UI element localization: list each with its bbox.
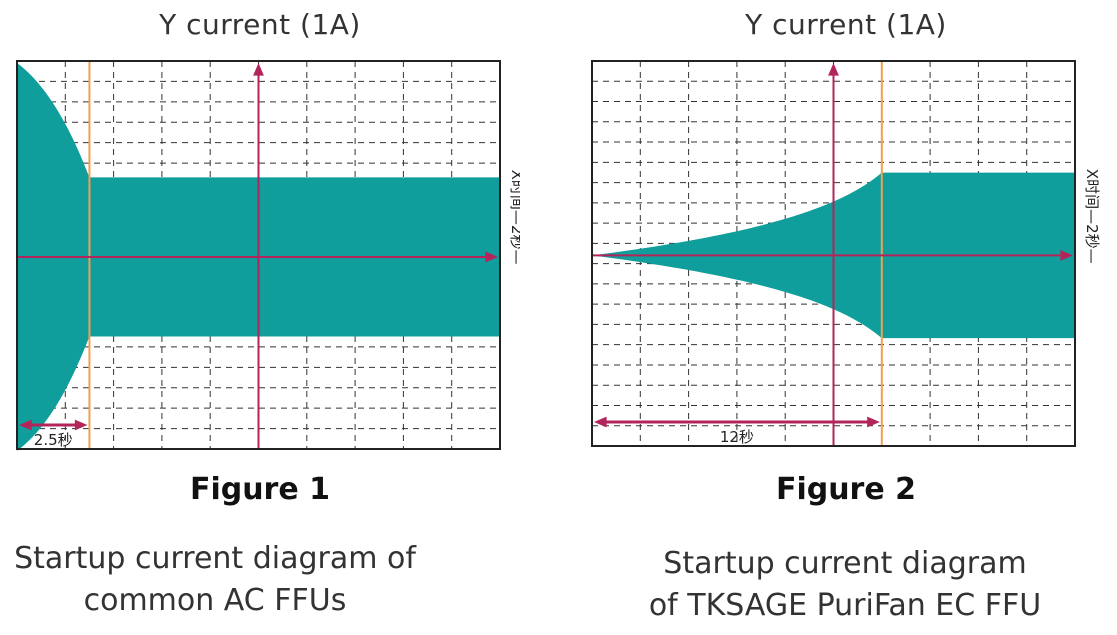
plot-frame (16, 60, 501, 450)
x-axis-arrow (1060, 250, 1073, 261)
y-axis-arrow (828, 63, 839, 76)
x-axis-label: X时间—2秒— (508, 170, 520, 265)
y-axis-title: Y current (1A) (745, 8, 947, 41)
time-marker-label: 2.5秒 (34, 431, 73, 449)
startup-current-chart-1: 2.5秒 X时间—2秒— (16, 60, 520, 451)
caption-line-1: Startup current diagram of (14, 541, 416, 576)
time-marker-label: 12秒 (720, 428, 754, 446)
time-span-arrow-left (19, 419, 32, 431)
y-axis-title: Y current (1A) (159, 8, 361, 41)
y-axis-arrow (253, 63, 264, 76)
caption-line-2: of TKSAGE PuriFan EC FFU (648, 588, 1042, 623)
figure-caption: Startup current diagram of TKSAGE PuriFa… (625, 543, 1065, 627)
caption-line-1: Startup current diagram (663, 546, 1027, 581)
time-span-arrow-left (594, 416, 607, 428)
plot-frame (591, 60, 1076, 447)
x-axis-arrow (485, 251, 498, 263)
figure-2-panel: Y current (1A) 12秒 X时间—2秒— Figure 2 Start… (575, 0, 1117, 635)
x-axis-label: X时间—2秒— (1083, 169, 1101, 264)
time-span-arrow-right (74, 419, 88, 431)
figure-label: Figure 1 (189, 472, 331, 507)
figure-caption: Startup current diagram of common AC FFU… (0, 538, 430, 622)
caption-line-2: common AC FFUs (83, 583, 347, 618)
figure-label: Figure 2 (775, 472, 917, 507)
time-span-arrow-right (867, 416, 880, 428)
startup-current-chart-2: 12秒 X时间—2秒— (591, 60, 1101, 447)
figure-1-panel: Y current (1A) 2.5秒 X时间—2秒— Figure 1 Star… (0, 0, 520, 635)
